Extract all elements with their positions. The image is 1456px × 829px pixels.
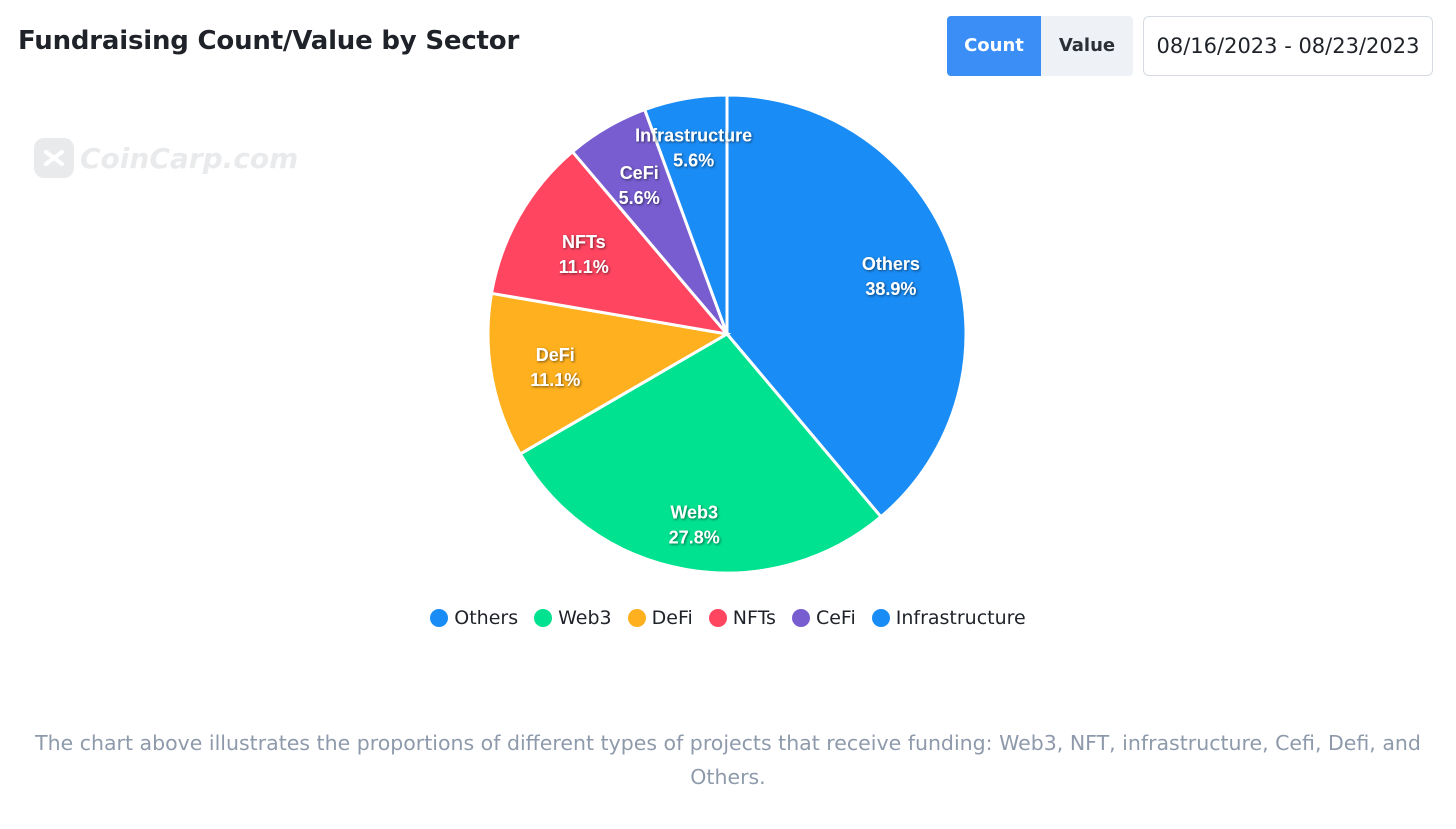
- count-button[interactable]: Count: [947, 16, 1041, 76]
- legend-marker: [534, 609, 553, 627]
- watermark-text: CoinCarp.com: [80, 141, 299, 175]
- pie-slice-others[interactable]: [725, 93, 968, 519]
- legend-label: Web3: [558, 607, 612, 629]
- legend-label: NFTs: [732, 607, 776, 629]
- chart-legend: Others Web3 DeFi NFTs CeFi Infrastructure: [0, 607, 1456, 629]
- slice-value-infrastructure: 5.6%: [673, 151, 714, 171]
- slice-value-web3: 27.8%: [669, 527, 720, 547]
- page-title: Fundraising Count/Value by Sector: [18, 26, 520, 56]
- legend-marker: [627, 609, 646, 627]
- legend-item-cefi[interactable]: CeFi: [791, 607, 856, 629]
- pie-slice-web3[interactable]: [518, 332, 884, 575]
- watermark: CoinCarp.com: [34, 138, 298, 178]
- date-range-picker[interactable]: 08/16/2023 - 08/23/2023: [1143, 16, 1433, 76]
- legend-item-infrastructure[interactable]: Infrastructure: [871, 607, 1026, 629]
- legend-item-web3[interactable]: Web3: [534, 607, 612, 629]
- slice-value-defi: 11.1%: [530, 370, 580, 390]
- legend-label: CeFi: [815, 607, 856, 629]
- legend-marker: [791, 609, 810, 627]
- legend-item-defi[interactable]: DeFi: [627, 607, 693, 629]
- slice-label-web3: Web3: [670, 502, 718, 522]
- slice-label-cefi: CeFi: [620, 163, 659, 183]
- coincarp-logo-icon: [34, 138, 74, 178]
- legend-marker: [708, 609, 727, 627]
- legend-marker: [430, 609, 449, 627]
- slice-label-others: Others: [862, 254, 920, 274]
- slice-value-cefi: 5.6%: [619, 188, 660, 208]
- slice-label-defi: DeFi: [536, 345, 575, 365]
- legend-marker: [871, 609, 890, 627]
- pie-slice-infrastructure[interactable]: [642, 93, 729, 335]
- pie-slice-defi[interactable]: [486, 291, 732, 456]
- pie-slice-nfts[interactable]: [489, 149, 731, 337]
- count-value-toggle: Count Value: [947, 16, 1133, 76]
- value-button[interactable]: Value: [1041, 16, 1133, 76]
- legend-item-nfts[interactable]: NFTs: [708, 607, 776, 629]
- slice-label-infrastructure: Infrastructure: [635, 126, 752, 146]
- slice-label-nfts: NFTs: [562, 232, 606, 252]
- legend-label: Others: [454, 607, 519, 629]
- legend-label: DeFi: [651, 607, 693, 629]
- legend-label: Infrastructure: [895, 607, 1026, 629]
- legend-item-others[interactable]: Others: [430, 607, 518, 629]
- chart-caption: The chart above illustrates the proporti…: [35, 731, 1421, 789]
- slice-value-others: 38.9%: [865, 279, 916, 299]
- slice-value-nfts: 11.1%: [559, 257, 609, 277]
